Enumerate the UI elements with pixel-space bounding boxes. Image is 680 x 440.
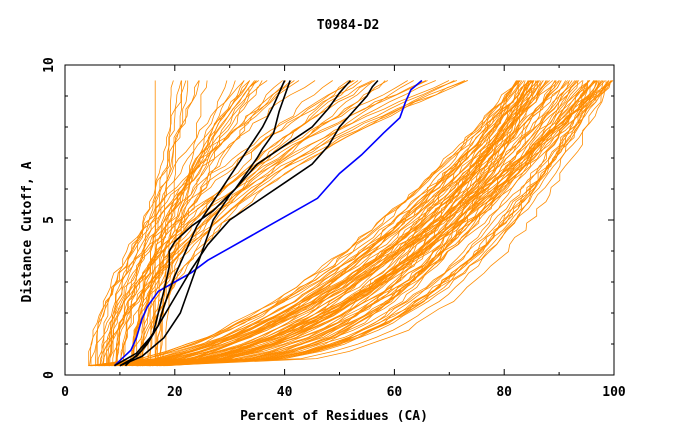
model-curve — [147, 80, 458, 366]
model-curve — [95, 80, 295, 366]
model-curve — [98, 80, 589, 367]
model-curve — [147, 80, 607, 367]
highlight-curve — [119, 80, 286, 367]
model-curve — [147, 80, 287, 366]
model-curve — [112, 80, 523, 367]
model-curve — [91, 80, 521, 367]
model-curve — [140, 80, 542, 367]
model-curve — [131, 80, 517, 367]
model-curve — [108, 80, 532, 367]
model-curve — [109, 80, 245, 366]
model-curve — [138, 80, 359, 366]
model-curve — [138, 80, 533, 367]
model-curve — [118, 80, 182, 366]
x-tick-label: 60 — [387, 385, 403, 400]
model-curve — [138, 80, 609, 367]
model-curves — [88, 80, 614, 367]
x-tick-label: 0 — [61, 385, 69, 400]
highlight-curve — [124, 79, 379, 367]
y-tick-label: 10 — [42, 57, 57, 73]
model-curve — [149, 80, 557, 367]
model-curve — [136, 80, 518, 367]
model-curve — [132, 80, 436, 366]
highlight-curve — [119, 79, 352, 367]
model-curve — [155, 80, 535, 367]
model-curve — [113, 80, 427, 366]
y-tick-label: 5 — [42, 216, 57, 224]
model-curve — [136, 80, 602, 367]
model-curve — [141, 80, 595, 367]
highlight-curve — [114, 80, 291, 367]
model-curve — [116, 80, 408, 366]
model-curve — [95, 80, 520, 367]
model-curve — [109, 80, 362, 366]
model-curve — [119, 80, 579, 367]
model-curve — [103, 80, 612, 367]
model-curve — [114, 80, 612, 367]
reference-curve — [113, 79, 423, 367]
model-curve — [136, 80, 602, 367]
model-curve — [112, 80, 561, 367]
x-axis-label: Percent of Residues (CA) — [240, 409, 428, 424]
model-curve — [99, 80, 300, 366]
model-curve — [146, 80, 595, 367]
axes: 0 20 40 60 80 100 0 5 10 — [42, 57, 626, 400]
chart-title: T0984-D2 — [317, 18, 380, 33]
model-curve — [148, 80, 612, 367]
highlight-curves — [113, 79, 423, 367]
y-tick-label: 0 — [42, 371, 57, 379]
model-curve — [114, 80, 519, 367]
model-curve — [105, 80, 553, 367]
x-tick-label: 40 — [277, 385, 293, 400]
model-curve — [91, 80, 568, 367]
x-tick-label: 100 — [602, 385, 626, 400]
model-curve — [118, 80, 547, 367]
model-curve — [89, 80, 521, 367]
x-tick-label: 20 — [167, 385, 183, 400]
model-curve — [160, 80, 208, 366]
model-curve — [106, 80, 525, 367]
model-curve — [131, 80, 576, 367]
model-curve — [136, 80, 283, 366]
model-curve — [123, 80, 355, 366]
model-curve — [152, 80, 535, 367]
model-curve — [142, 80, 596, 367]
model-curve — [95, 80, 557, 367]
model-curve — [149, 80, 577, 367]
x-tick-label: 80 — [496, 385, 512, 400]
model-curve — [111, 80, 544, 367]
model-curve — [122, 80, 532, 367]
model-curve — [114, 80, 530, 367]
model-curve — [132, 80, 187, 366]
model-curve — [124, 80, 570, 367]
model-curve — [97, 80, 200, 366]
model-curve — [89, 80, 251, 366]
model-curve — [164, 80, 598, 367]
model-curve — [116, 80, 468, 366]
y-axis-label: Distance Cutoff, A — [20, 161, 35, 302]
